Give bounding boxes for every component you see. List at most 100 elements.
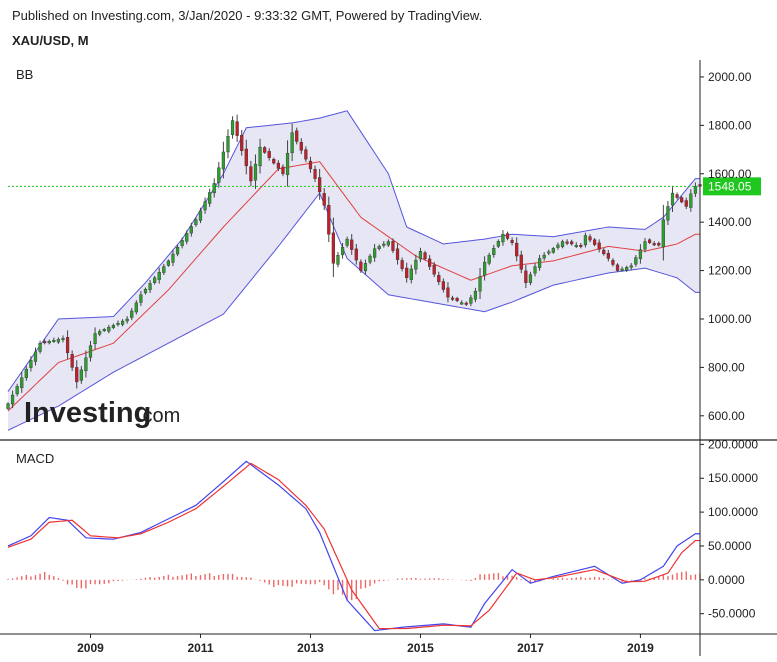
candle-body xyxy=(130,310,134,318)
candle-body xyxy=(469,297,473,304)
candle xyxy=(643,238,647,253)
candle xyxy=(450,295,455,301)
candle-body xyxy=(373,248,377,258)
candle xyxy=(56,337,61,344)
candle xyxy=(244,139,248,175)
candle xyxy=(592,237,597,247)
candle xyxy=(680,196,684,204)
bb-panel-label: BB xyxy=(16,67,33,82)
candle-body xyxy=(602,249,606,255)
candle-body xyxy=(230,120,235,135)
year-tick-label: 2013 xyxy=(297,641,324,655)
candle-body xyxy=(684,200,688,207)
candle-body xyxy=(423,252,427,260)
candle xyxy=(606,249,610,262)
candle-body xyxy=(661,219,665,248)
candle-body xyxy=(409,268,413,280)
candle-body xyxy=(20,377,24,389)
candle-body xyxy=(157,271,161,280)
candle xyxy=(29,356,33,372)
year-tick-label: 2009 xyxy=(77,641,104,655)
candle-body xyxy=(29,360,33,368)
price-tick-label: 1600.00 xyxy=(708,167,752,181)
candle xyxy=(93,327,97,350)
axes: 600.00 800.00 1000.00 1200.00 1400.00 1600.00… xyxy=(0,60,777,656)
published-caption: Published on Investing.com, 3/Jan/2020 -… xyxy=(12,8,483,23)
candle xyxy=(180,237,184,249)
candle xyxy=(382,241,386,248)
candle-body xyxy=(492,247,496,255)
candle-body xyxy=(244,148,248,167)
candle xyxy=(519,250,523,274)
candle xyxy=(290,123,294,162)
candle xyxy=(175,244,180,257)
candle-body xyxy=(441,281,445,290)
candle xyxy=(693,182,698,198)
candle-body xyxy=(308,160,313,170)
candle xyxy=(308,156,313,173)
candle-body xyxy=(84,357,88,372)
candle xyxy=(661,204,665,261)
candle xyxy=(684,197,688,210)
candle xyxy=(510,237,514,246)
candle-body xyxy=(629,265,633,268)
candle-body xyxy=(134,302,138,313)
candle-body xyxy=(643,241,647,250)
candle xyxy=(414,254,418,275)
candle xyxy=(166,259,171,267)
candle-body xyxy=(221,151,226,170)
candle-body xyxy=(579,244,583,247)
candle-body xyxy=(61,338,65,341)
candle xyxy=(505,231,510,241)
candle xyxy=(657,241,661,247)
candle xyxy=(79,366,83,384)
candle xyxy=(249,160,253,187)
candle-body xyxy=(482,261,487,276)
candle xyxy=(359,259,363,273)
candle xyxy=(20,372,24,393)
candle xyxy=(47,339,51,345)
candle xyxy=(116,320,120,327)
candle-body xyxy=(428,258,432,267)
candle-body xyxy=(414,259,418,270)
candle-body xyxy=(24,368,28,378)
candle xyxy=(272,157,276,165)
candle-body xyxy=(400,260,404,269)
price-panel: 1548.05 Investing.com BB xyxy=(6,67,761,431)
candle xyxy=(556,242,560,250)
bb-fill xyxy=(8,110,700,431)
candle xyxy=(230,116,235,139)
candle xyxy=(524,264,528,289)
candle-body xyxy=(510,240,514,243)
candle-body xyxy=(139,294,143,303)
candle xyxy=(547,249,551,256)
candle-body xyxy=(473,290,478,300)
candle-body xyxy=(217,167,221,183)
candle-body xyxy=(611,260,615,265)
candle xyxy=(533,262,537,277)
candle-body xyxy=(670,192,675,206)
candle-body xyxy=(189,226,193,234)
candle xyxy=(528,271,533,286)
candle-body xyxy=(588,236,592,241)
price-tick-label: 1200.00 xyxy=(708,264,752,278)
candle xyxy=(98,329,102,337)
candle-body xyxy=(547,251,551,254)
candle xyxy=(52,337,56,343)
candle xyxy=(143,287,148,295)
price-tick-label: 1000.00 xyxy=(708,312,752,326)
candle-body xyxy=(70,354,74,368)
candle xyxy=(134,300,138,315)
candle-body xyxy=(418,251,423,260)
candle-body xyxy=(263,147,267,153)
candle-body xyxy=(515,242,519,257)
candle-body xyxy=(395,248,400,260)
candle-body xyxy=(496,241,500,247)
candle xyxy=(597,239,601,253)
candle xyxy=(368,253,372,265)
macd-series-signal xyxy=(7,462,700,630)
candle-body xyxy=(180,240,184,246)
macd-tick-label: 50.0000 xyxy=(708,539,752,553)
candle xyxy=(189,222,193,237)
candle xyxy=(102,327,106,333)
